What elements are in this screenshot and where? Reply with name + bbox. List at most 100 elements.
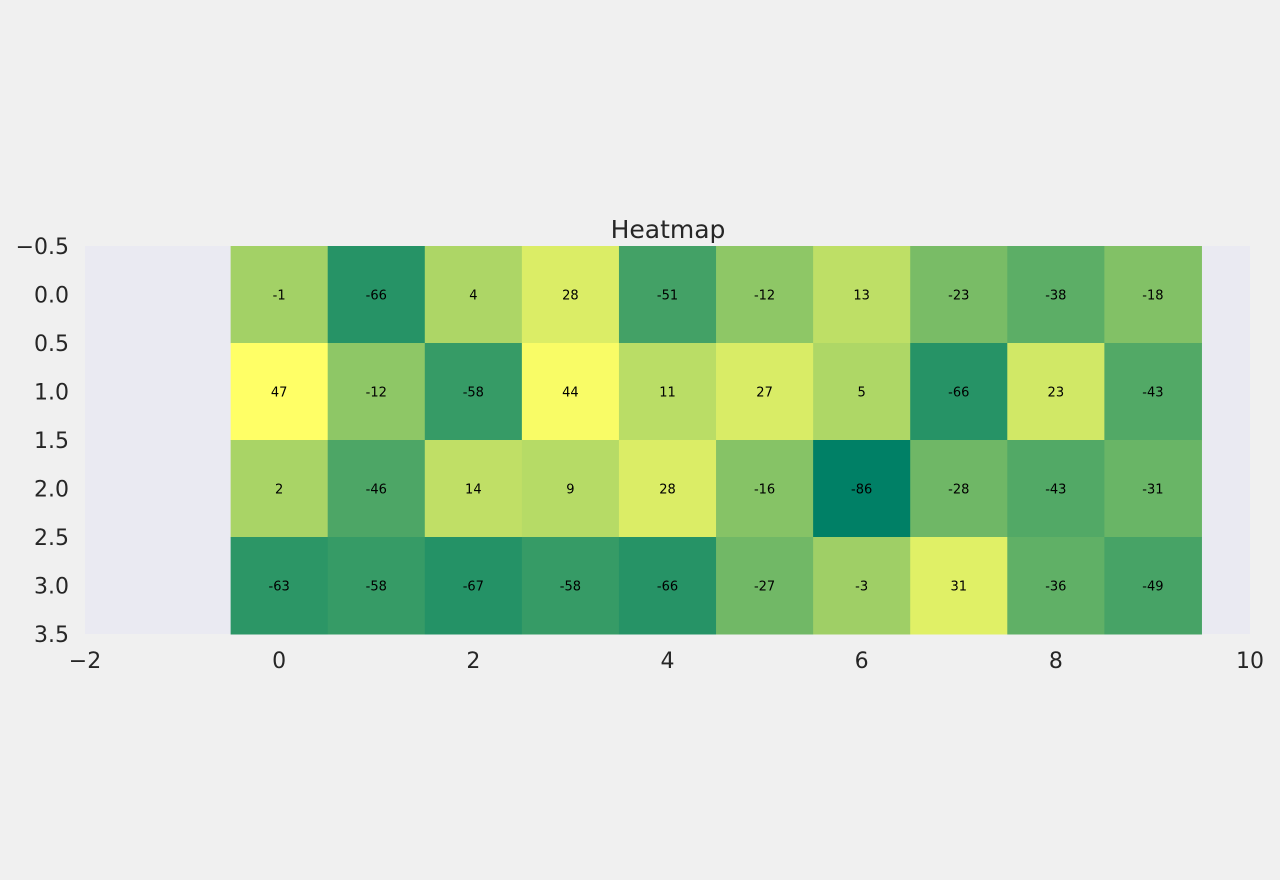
cell-value-label: -86 bbox=[851, 483, 872, 498]
cell-value-label: 14 bbox=[465, 483, 482, 498]
y-tick-label: 0.5 bbox=[34, 332, 69, 357]
cell-value-label: 28 bbox=[562, 289, 579, 304]
y-tick-label: 3.5 bbox=[34, 623, 69, 648]
heatmap-cells bbox=[230, 246, 1202, 635]
cell-value-label: 11 bbox=[659, 386, 676, 401]
heatmap-cell bbox=[910, 246, 1008, 344]
heatmap-cell bbox=[327, 343, 426, 441]
x-tick-label: −2 bbox=[69, 649, 101, 674]
heatmap-cell bbox=[327, 440, 426, 538]
cell-value-label: 27 bbox=[756, 386, 773, 401]
heatmap-cell bbox=[230, 440, 329, 538]
x-tick-label: 8 bbox=[1049, 649, 1063, 674]
heatmap-cell bbox=[1104, 246, 1202, 344]
heatmap-cell bbox=[1104, 537, 1202, 635]
cell-value-label: -51 bbox=[657, 289, 678, 304]
heatmap-cell bbox=[424, 246, 523, 344]
y-tick-label: 0.0 bbox=[34, 284, 69, 309]
heatmap-cell bbox=[327, 537, 426, 635]
x-tick-label: 0 bbox=[272, 649, 286, 674]
heatmap-cell bbox=[910, 440, 1008, 538]
heatmap-cell bbox=[1007, 537, 1105, 635]
heatmap-cell bbox=[424, 343, 523, 441]
cell-value-label: 2 bbox=[275, 483, 283, 498]
x-tick-label: 2 bbox=[466, 649, 480, 674]
heatmap-cell bbox=[521, 343, 620, 441]
heatmap-cell bbox=[521, 537, 620, 635]
heatmap-cell bbox=[1104, 343, 1202, 441]
cell-value-label: -18 bbox=[1142, 289, 1163, 304]
x-tick-label: 6 bbox=[855, 649, 869, 674]
cell-value-label: -27 bbox=[754, 580, 775, 595]
heatmap-cell bbox=[424, 440, 523, 538]
cell-value-label: -66 bbox=[366, 289, 387, 304]
cell-value-label: 28 bbox=[659, 483, 676, 498]
x-axis-ticks: −2 0 2 4 6 8 10 bbox=[69, 649, 1264, 674]
cell-value-label: -38 bbox=[1045, 289, 1066, 304]
cell-value-label: -23 bbox=[948, 289, 969, 304]
cell-value-label: 23 bbox=[1048, 386, 1065, 401]
cell-value-labels: -1 -66 4 28 -51 -12 13 -23 -38 -18 47 -12 -58 44 11 27 5… bbox=[269, 289, 1164, 595]
cell-value-label: -28 bbox=[948, 483, 969, 498]
x-tick-label: 4 bbox=[661, 649, 675, 674]
heatmap-cell bbox=[716, 537, 814, 635]
cell-value-label: -46 bbox=[366, 483, 387, 498]
heatmap-cell bbox=[813, 246, 911, 344]
cell-value-label: 44 bbox=[562, 386, 579, 401]
heatmap-cell bbox=[716, 343, 814, 441]
cell-value-label: -3 bbox=[855, 580, 868, 595]
heatmap-cell bbox=[813, 440, 911, 538]
cell-value-label: -12 bbox=[366, 386, 387, 401]
heatmap-cell bbox=[230, 246, 329, 344]
cell-value-label: 4 bbox=[469, 289, 477, 304]
cell-value-label: -58 bbox=[560, 580, 581, 595]
cell-value-label: -66 bbox=[657, 580, 678, 595]
cell-value-label: -49 bbox=[1142, 580, 1163, 595]
cell-value-label: -16 bbox=[754, 483, 775, 498]
heatmap-cell bbox=[1007, 440, 1105, 538]
heatmap-cell bbox=[618, 246, 717, 344]
heatmap-cell bbox=[716, 246, 814, 344]
y-tick-label: 2.0 bbox=[34, 478, 69, 503]
cell-value-label: 13 bbox=[853, 289, 870, 304]
cell-value-label: -66 bbox=[948, 386, 969, 401]
heatmap-cell bbox=[618, 440, 717, 538]
heatmap-cell bbox=[910, 537, 1008, 635]
y-tick-label: 2.5 bbox=[34, 526, 69, 551]
cell-value-label: -58 bbox=[463, 386, 484, 401]
heatmap-cell bbox=[230, 537, 329, 635]
heatmap-cell bbox=[716, 440, 814, 538]
x-tick-label: 10 bbox=[1236, 649, 1264, 674]
heatmap-cell bbox=[910, 343, 1008, 441]
cell-value-label: 31 bbox=[950, 580, 967, 595]
heatmap-cell bbox=[230, 343, 329, 441]
cell-value-label: -67 bbox=[463, 580, 484, 595]
cell-value-label: -43 bbox=[1045, 483, 1066, 498]
cell-value-label: 9 bbox=[566, 483, 574, 498]
heatmap-cell bbox=[521, 440, 620, 538]
cell-value-label: 5 bbox=[858, 386, 866, 401]
heatmap-cell bbox=[1007, 343, 1105, 441]
cell-value-label: 47 bbox=[271, 386, 288, 401]
heatmap-cell bbox=[618, 343, 717, 441]
cell-value-label: -31 bbox=[1142, 483, 1163, 498]
y-tick-label: −0.5 bbox=[16, 235, 69, 260]
cell-value-label: -43 bbox=[1142, 386, 1163, 401]
cell-value-label: -58 bbox=[366, 580, 387, 595]
cell-value-label: -63 bbox=[269, 580, 290, 595]
heatmap-cell bbox=[813, 343, 911, 441]
cell-value-label: -12 bbox=[754, 289, 775, 304]
chart-title: Heatmap bbox=[611, 215, 726, 244]
heatmap-cell bbox=[521, 246, 620, 344]
heatmap-cell bbox=[424, 537, 523, 635]
heatmap-cell bbox=[813, 537, 911, 635]
heatmap-cell bbox=[618, 537, 717, 635]
cell-value-label: -1 bbox=[273, 289, 286, 304]
heatmap-cell bbox=[327, 246, 426, 344]
y-tick-label: 3.0 bbox=[34, 575, 69, 600]
cell-value-label: -36 bbox=[1045, 580, 1066, 595]
y-axis-ticks: −0.5 0.0 0.5 1.0 1.5 2.0 2.5 3.0 3.5 bbox=[16, 235, 69, 648]
heatmap-cell bbox=[1007, 246, 1105, 344]
y-tick-label: 1.5 bbox=[34, 429, 69, 454]
